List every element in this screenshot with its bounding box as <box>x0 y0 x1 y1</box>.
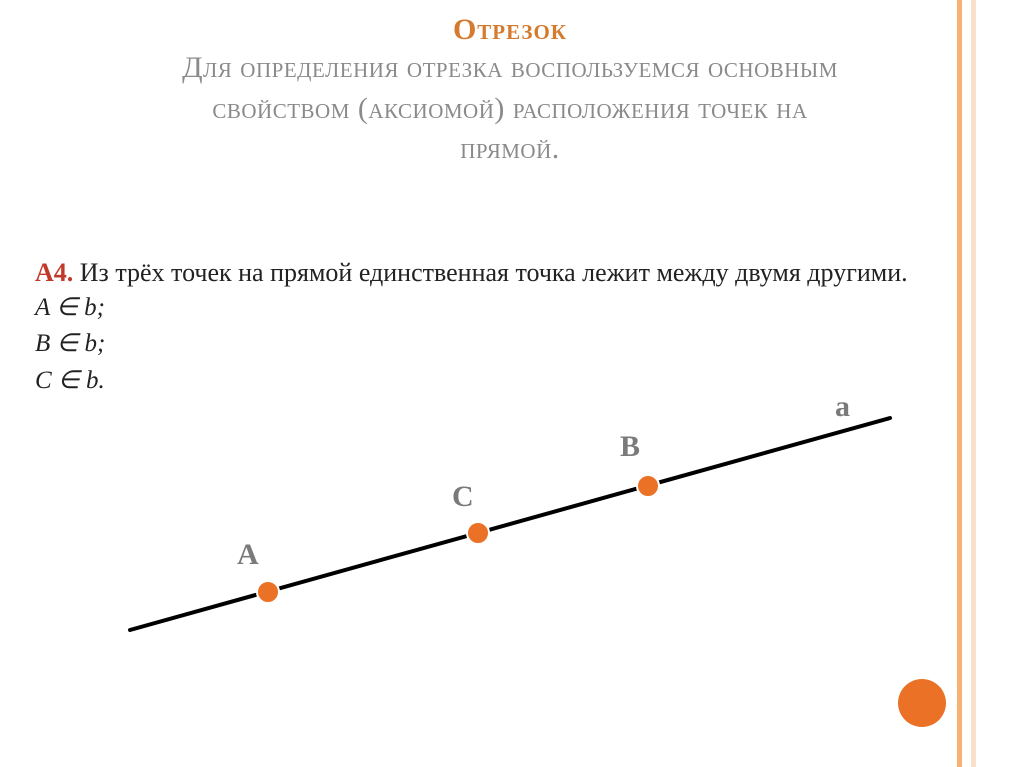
title-sub: Для определения отрезка воспользуемся ос… <box>170 48 850 170</box>
point-B <box>637 475 659 497</box>
diagram: A C B a <box>100 380 920 660</box>
decor-stripe-1 <box>971 0 976 767</box>
point-A <box>257 581 279 603</box>
point-label-B: B <box>620 430 640 464</box>
axiom-line: А4. Из трёх точек на прямой единственная… <box>35 255 955 290</box>
line-label-a: a <box>835 390 850 424</box>
decor-stripe-2 <box>957 0 962 767</box>
point-label-A: A <box>237 538 259 572</box>
line-a <box>130 418 890 630</box>
axiom-text: Из трёх точек на прямой единственная точ… <box>80 258 908 287</box>
membership-1: B ∈ b; <box>35 326 955 362</box>
point-C <box>467 522 489 544</box>
membership-0: A ∈ b; <box>35 290 955 326</box>
diagram-svg <box>100 380 920 660</box>
axiom-label: А4. <box>35 258 73 287</box>
point-label-C: C <box>452 480 474 514</box>
slide: Отрезок Для определения отрезка воспольз… <box>0 0 1024 767</box>
corner-circle-icon <box>898 679 946 727</box>
title-block: Отрезок Для определения отрезка воспольз… <box>170 12 850 170</box>
title-main: Отрезок <box>170 12 850 48</box>
body-text: А4. Из трёх точек на прямой единственная… <box>35 255 955 399</box>
